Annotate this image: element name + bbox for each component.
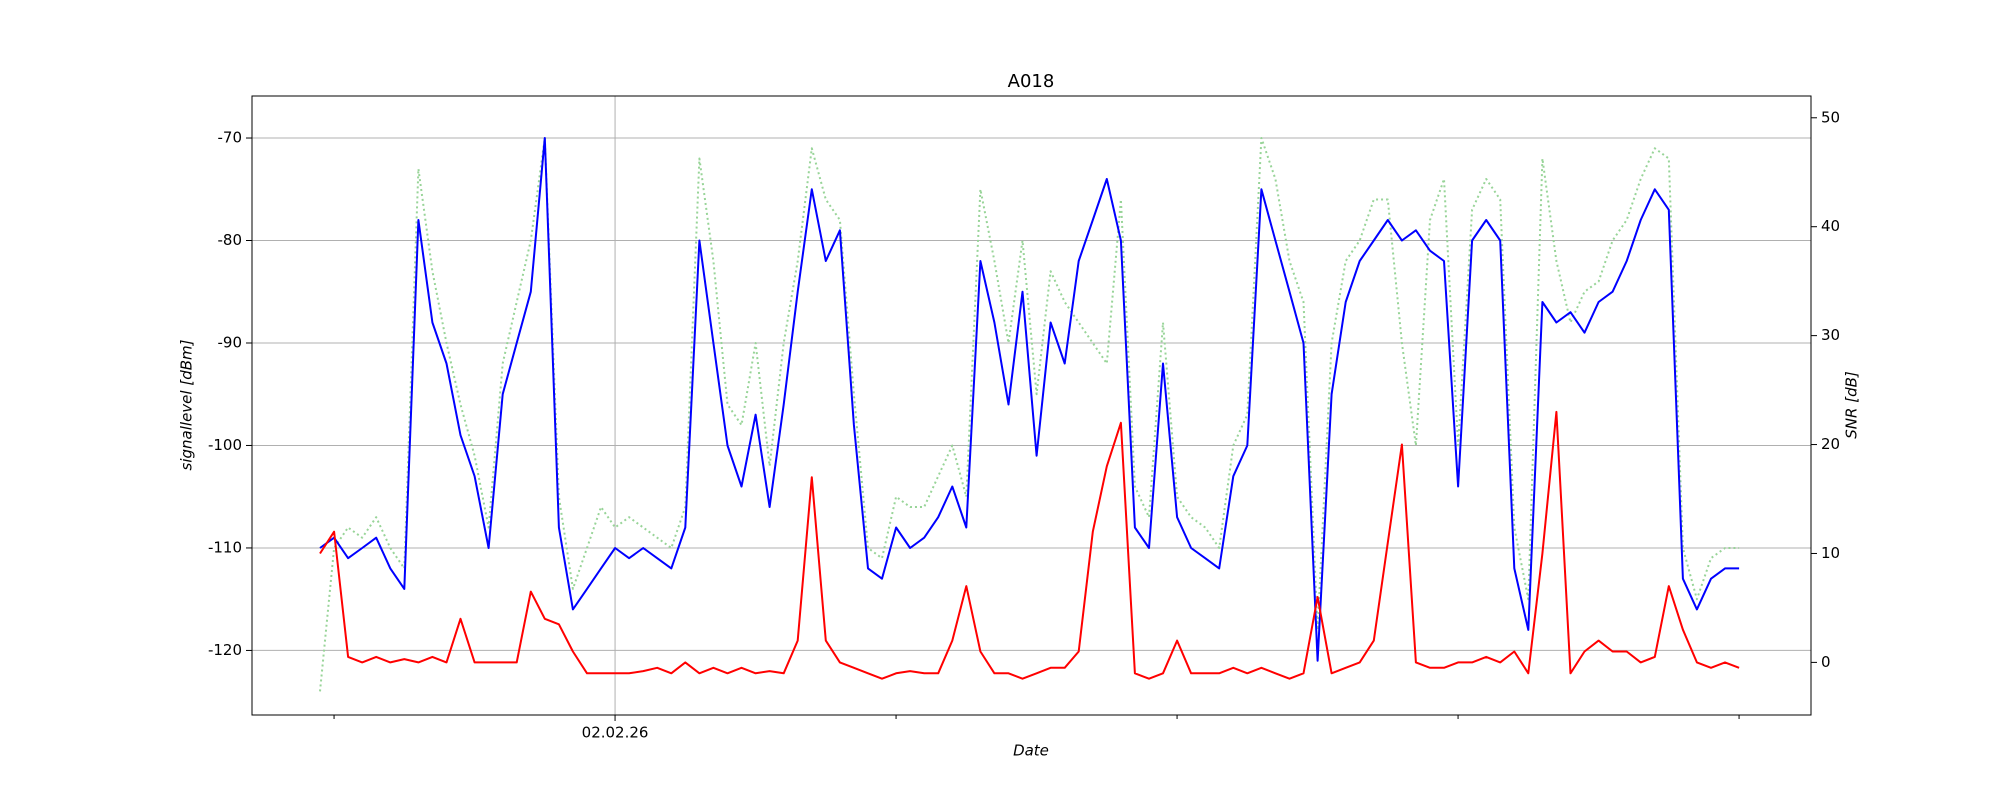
y-tick-label: -110	[208, 538, 242, 556]
y2-tick-label: 40	[1821, 217, 1840, 235]
y-tick-label: -90	[218, 333, 243, 351]
y2-tick-label: 20	[1821, 435, 1840, 453]
series-line	[319, 410, 1740, 680]
y-tick-label: -100	[208, 436, 242, 454]
y-axis-label: signallevel [dBm]	[178, 339, 196, 470]
y-tick-label: -80	[218, 231, 243, 249]
chart-title: A018	[1008, 71, 1055, 92]
x-tick-label: 02.02.26	[582, 724, 649, 742]
plot-frame	[251, 95, 1812, 716]
series-line	[319, 137, 1740, 662]
y2-tick-label: 50	[1821, 108, 1840, 126]
y2-tick-label: 10	[1821, 544, 1840, 562]
y-tick-label: -120	[208, 641, 242, 659]
y2-tick-label: 30	[1821, 326, 1840, 344]
y2-tick-label: 0	[1821, 653, 1831, 671]
x-axis-label: Date	[1013, 742, 1049, 760]
series-line	[319, 137, 1740, 692]
y2-axis-label: SNR [dB]	[1843, 371, 1861, 439]
y-tick-label: -70	[218, 129, 243, 147]
